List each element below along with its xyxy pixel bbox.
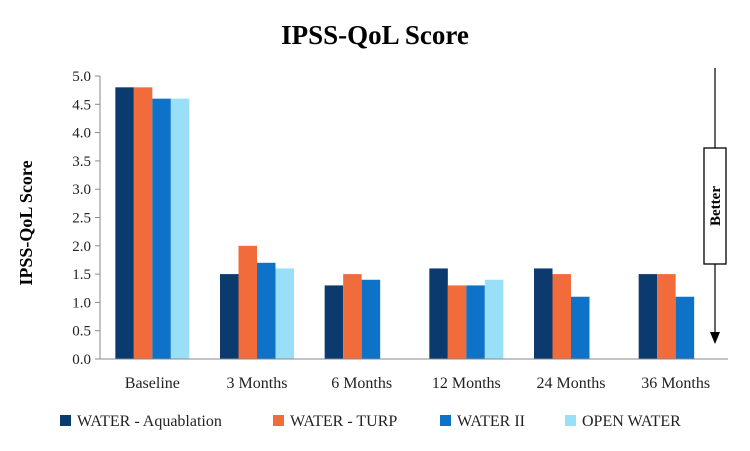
- bars-group: [115, 87, 695, 359]
- chart-title: IPSS-QoL Score: [281, 20, 469, 50]
- x-category-label: 3 Months: [227, 375, 288, 392]
- y-axis-title: IPSS-QoL Score: [16, 160, 36, 285]
- bar: [447, 285, 467, 359]
- x-category-label: 24 Months: [537, 375, 606, 392]
- y-tick-label: 5.0: [72, 69, 91, 85]
- bar: [675, 296, 695, 359]
- bar: [552, 274, 571, 359]
- x-category-label: 6 Months: [331, 375, 392, 392]
- x-axis: Baseline 3 Months 6 Months 12 Months 24 Mont…: [100, 358, 728, 392]
- bar: [133, 87, 153, 359]
- bar: [257, 262, 276, 359]
- bar: [571, 296, 590, 359]
- bar: [115, 87, 134, 359]
- y-tick-label: 3.0: [72, 182, 91, 198]
- bar: [534, 268, 553, 359]
- y-tick-label: 3.5: [72, 154, 91, 170]
- bar: [324, 285, 344, 359]
- x-category-label: 36 Months: [641, 375, 710, 392]
- y-tick-label: 1.0: [72, 295, 91, 311]
- bar: [466, 285, 485, 359]
- bar: [429, 268, 448, 359]
- legend-swatch: [440, 415, 451, 426]
- legend-swatch: [565, 415, 576, 426]
- better-arrow-head: [710, 332, 720, 344]
- y-tick-label: 0.0: [72, 352, 91, 368]
- bar: [220, 274, 239, 359]
- legend-swatch: [60, 415, 71, 426]
- x-category-label: 12 Months: [432, 375, 501, 392]
- y-tick-label: 4.5: [72, 97, 91, 113]
- bar: [638, 274, 658, 359]
- legend-label: OPEN WATER: [582, 413, 681, 430]
- y-tick-label: 4.0: [72, 126, 91, 142]
- legend-swatch: [273, 415, 284, 426]
- legend: WATER - Aquablation WATER - TURP WATER II O…: [60, 413, 681, 430]
- bar: [484, 279, 504, 359]
- y-axis: 0.0 0.5 1.0 1.5 2.0 2.5 3.0 3.5 4.0 4.5 5.0: [72, 69, 101, 368]
- bar: [170, 98, 190, 359]
- legend-label: WATER - Aquablation: [77, 413, 222, 430]
- x-category-label: Baseline: [125, 375, 180, 392]
- y-tick-label: 1.5: [72, 267, 91, 283]
- bar: [657, 274, 676, 359]
- bar: [152, 98, 171, 359]
- y-tick-label: 0.5: [72, 324, 91, 340]
- better-label: Better: [708, 186, 724, 226]
- y-tick-label: 2.0: [72, 239, 91, 255]
- bar: [343, 274, 362, 359]
- bar: [275, 268, 294, 359]
- legend-label: WATER II: [457, 413, 525, 430]
- y-tick-label: 2.5: [72, 211, 91, 227]
- bar: [238, 245, 257, 359]
- legend-label: WATER - TURP: [290, 413, 397, 430]
- better-annotation: Better: [703, 68, 727, 344]
- bar: [361, 279, 381, 359]
